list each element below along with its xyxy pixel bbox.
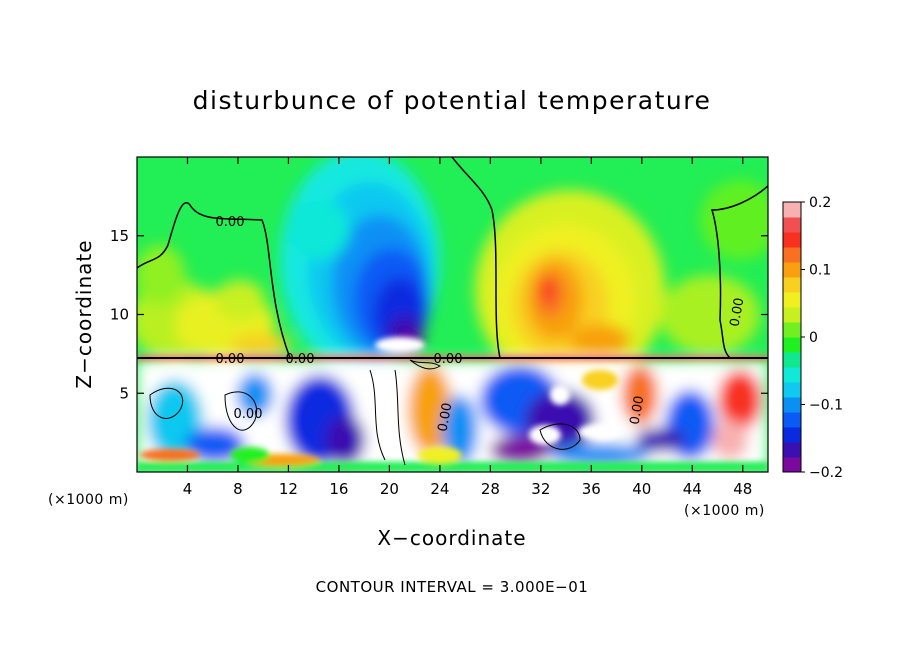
x-tick-label: 12 [279, 480, 298, 498]
colorbar-swatch [783, 412, 801, 428]
colorbar-swatch [783, 397, 801, 413]
colorbar-swatch [783, 277, 801, 293]
y-tick-label: 15 [110, 227, 129, 245]
x-tick-label: 8 [233, 480, 243, 498]
colorbar-swatch [783, 307, 801, 323]
heatmap-field [137, 157, 768, 472]
colorbar-swatch [783, 202, 801, 218]
colorbar: 0.2 0.1 0 −0.1 −0.2 [782, 195, 843, 481]
contour-label: 0.00 [234, 407, 263, 422]
contour-label: 0.00 [436, 402, 456, 433]
colorbar-swatch [783, 262, 801, 278]
x-tick-label: 40 [632, 480, 651, 498]
colorbar-swatch [783, 442, 801, 458]
y-tick-label: 5 [119, 384, 129, 402]
contour-lines [137, 157, 768, 466]
colorbar-tick-label: 0.2 [809, 195, 831, 211]
colorbar-swatch [783, 367, 801, 383]
colorbar-swatch [783, 337, 801, 353]
colorbar-swatch [783, 457, 801, 473]
colorbar-swatch [783, 247, 801, 263]
x-tick-label: 20 [380, 480, 399, 498]
colorbar-swatch [783, 292, 801, 308]
colorbar-swatch [783, 232, 801, 248]
colorbar-swatch [783, 322, 801, 338]
x-tick-label: 44 [683, 480, 702, 498]
contour-interval-note: CONTOUR INTERVAL = 3.000E−01 [315, 578, 589, 596]
colorbar-swatch [783, 427, 801, 443]
x-tick-label: 36 [582, 480, 601, 498]
colorbar-swatch [783, 382, 801, 398]
y-tick-label: 10 [110, 306, 129, 324]
x-tick-label: 32 [531, 480, 550, 498]
contour-labels: 0.00 0.00 0.00 0.00 0.00 0.00 0.00 0.00 [216, 215, 748, 433]
x-tick-label: 24 [430, 480, 449, 498]
x-tick-label: 16 [329, 480, 348, 498]
y-axis-label: Z−coordinate [72, 239, 96, 389]
x-tick-label: 48 [733, 480, 752, 498]
colorbar-tick-label: 0 [809, 330, 818, 346]
contour-label: 0.00 [216, 215, 245, 230]
contour-label: 0.00 [216, 352, 245, 367]
colorbar-swatch [783, 217, 801, 233]
chart-title: disturbunce of potential temperature [192, 86, 712, 115]
contour-label: 0.00 [728, 297, 748, 328]
colorbar-tick-label: −0.2 [809, 465, 843, 481]
colorbar-tick-label: 0.1 [809, 263, 831, 279]
x-tick-label: 28 [481, 480, 500, 498]
x-tick-label: 4 [183, 480, 193, 498]
colorbar-tick-label: −0.1 [809, 398, 843, 414]
contour-label: 0.00 [434, 352, 463, 367]
x-axis-unit-right: (×1000 m) [684, 503, 765, 519]
x-axis-label: X−coordinate [377, 526, 527, 550]
colorbar-swatch [783, 352, 801, 368]
contour-label: 0.00 [286, 352, 315, 367]
x-axis-unit-left: (×1000 m) [48, 492, 129, 508]
contour-label: 0.00 [628, 395, 648, 426]
